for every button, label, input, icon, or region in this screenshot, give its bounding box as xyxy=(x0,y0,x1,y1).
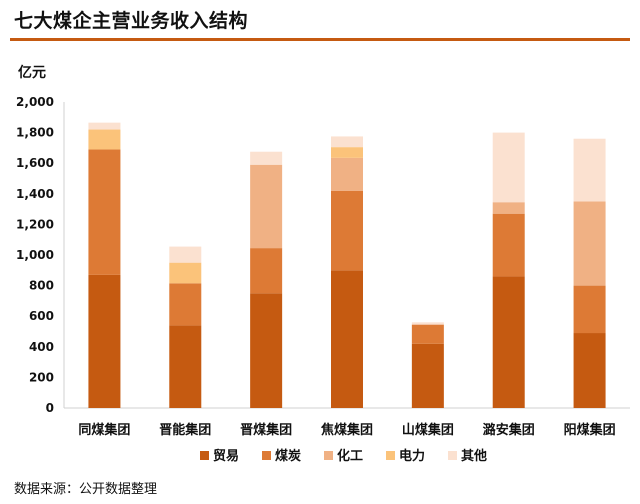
legend-swatch xyxy=(386,451,395,460)
bar-segment-1-1 xyxy=(169,283,202,326)
x-category-label: 同煤集团 xyxy=(78,422,130,438)
y-axis-ticks: 0 200 400 600 800 1,000 1,200 1,400 1,600 1,800 2,… xyxy=(16,95,54,415)
bar-segment-1-4 xyxy=(169,246,202,263)
bar-segment-0-3 xyxy=(88,129,121,150)
legend-label: 煤炭 xyxy=(275,448,301,464)
legend-swatch xyxy=(262,451,271,460)
bar-segment-2-4 xyxy=(250,151,283,165)
legend: 贸易 煤炭 化工 电力 其他 xyxy=(200,448,487,464)
bar-segment-2-2 xyxy=(250,164,283,249)
y-tick-label: 2,000 xyxy=(16,95,54,109)
bar-segment-6-2 xyxy=(573,201,606,286)
y-tick-label: 400 xyxy=(29,340,54,354)
source-note: 数据来源：公开数据整理 xyxy=(14,482,158,497)
legend-label: 电力 xyxy=(399,448,425,464)
y-tick-label: 200 xyxy=(29,370,54,384)
bar-segment-3-2 xyxy=(331,157,363,191)
x-axis-labels: 同煤集团 晋能集团 晋煤集团 焦煤集团 山煤集团 潞安集团 阳煤集团 xyxy=(78,422,615,438)
bar-segment-3-0 xyxy=(331,270,363,408)
y-tick-label: 1,800 xyxy=(16,126,54,140)
x-category-label: 潞安集团 xyxy=(483,422,535,438)
bar-segment-2-1 xyxy=(250,248,283,294)
x-category-label: 焦煤集团 xyxy=(320,422,373,438)
bar-segment-3-4 xyxy=(331,136,363,148)
legend-label: 贸易 xyxy=(213,448,239,464)
y-axis-unit: 亿元 xyxy=(18,65,46,81)
bar-segment-6-4 xyxy=(573,138,606,202)
chart-title: 七大煤企主营业务收入结构 xyxy=(14,10,249,32)
y-tick-label: 1,600 xyxy=(16,156,54,170)
bar-segment-5-4 xyxy=(492,132,525,203)
legend-label: 化工 xyxy=(337,448,363,464)
bar-segment-5-1 xyxy=(492,213,525,277)
x-category-label: 晋煤集团 xyxy=(240,422,292,438)
bar-segment-3-1 xyxy=(331,190,363,271)
y-tick-label: 1,000 xyxy=(16,248,54,262)
bar-segment-4-0 xyxy=(411,343,444,408)
bar-segment-0-4 xyxy=(88,122,121,130)
y-tick-label: 800 xyxy=(29,279,54,293)
bars xyxy=(88,122,606,408)
legend-swatch xyxy=(324,451,333,460)
bar-segment-1-0 xyxy=(169,325,202,408)
bar-segment-2-0 xyxy=(250,293,283,408)
bar-segment-3-3 xyxy=(331,147,363,158)
bar-segment-4-1 xyxy=(411,324,444,344)
legend-label: 其他 xyxy=(461,448,487,464)
x-category-label: 阳煤集团 xyxy=(564,422,616,438)
y-tick-label: 0 xyxy=(46,401,54,415)
bar-segment-0-1 xyxy=(88,149,121,275)
bar-segment-4-4 xyxy=(411,322,444,325)
y-tick-label: 1,200 xyxy=(16,217,54,231)
x-category-label: 山煤集团 xyxy=(402,422,454,438)
title-underline xyxy=(10,38,630,41)
bar-segment-6-0 xyxy=(573,333,606,408)
y-tick-label: 600 xyxy=(29,309,54,323)
bar-segment-5-0 xyxy=(492,276,525,408)
bar-segment-6-1 xyxy=(573,285,606,334)
legend-swatch xyxy=(200,451,209,460)
bar-segment-1-3 xyxy=(169,262,202,284)
bar-segment-0-0 xyxy=(88,274,121,408)
y-tick-label: 1,400 xyxy=(16,187,54,201)
x-category-label: 晋能集团 xyxy=(159,422,211,438)
legend-swatch xyxy=(448,451,457,460)
bar-segment-5-2 xyxy=(492,202,525,214)
